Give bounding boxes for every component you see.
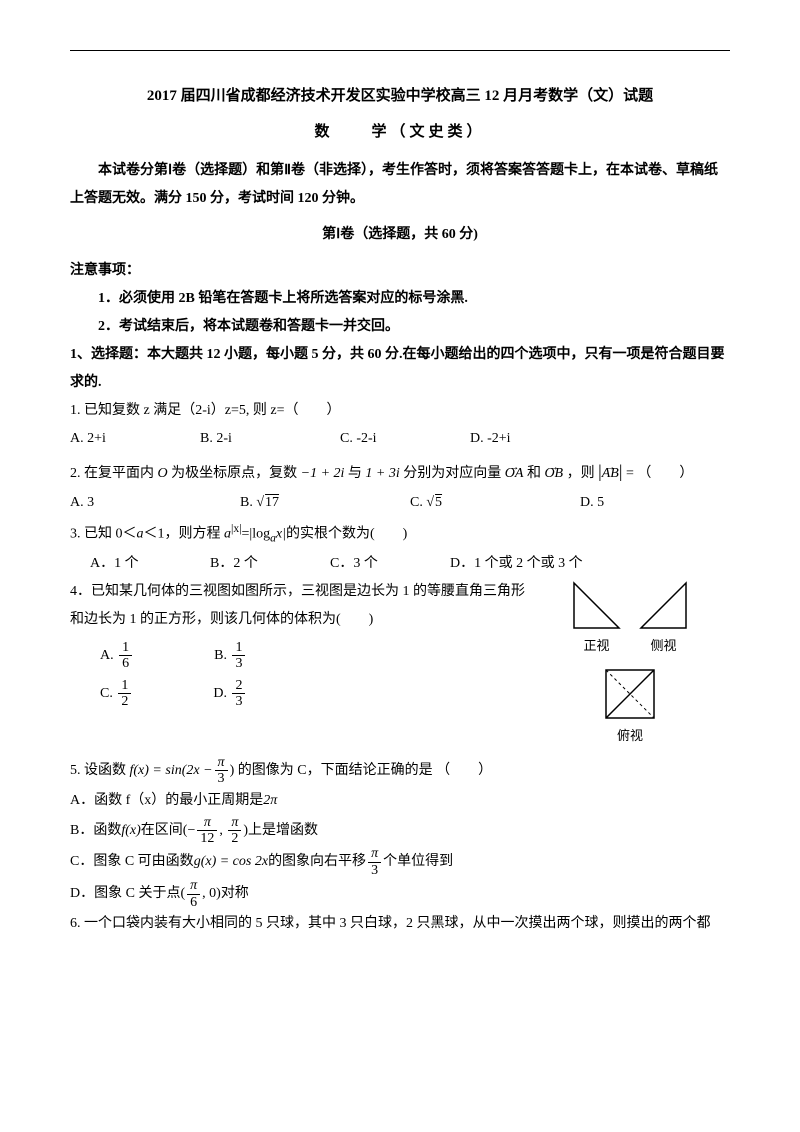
q4-opt-c: C. 12 — [100, 678, 133, 710]
q1-opt-d: D. -2+i — [470, 425, 511, 453]
top-rule — [70, 50, 730, 51]
q2-options: A. 3 B. √17 C. √5 D. 5 — [70, 489, 730, 517]
q2-opt-d: D. 5 — [580, 489, 604, 517]
q3-opt-c: C．3 个 — [330, 550, 450, 578]
notice-item-1: 1．必须使用 2B 铅笔在答题卡上将所选答案对应的标号涂黑. — [70, 285, 730, 313]
q3-opt-a: A．1 个 — [90, 550, 210, 578]
q2-mid4: ，则 — [567, 466, 595, 481]
q4-opts-row1: A. 16 B. 13 — [100, 640, 530, 672]
q3-options: A．1 个 B．2 个 C．3 个 D．1 个或 2 个或 3 个 — [90, 550, 730, 578]
q5-opt-c: C．图象 C 可由函数g(x) = cos 2x的图象向右平移π3个单位得到 — [70, 846, 730, 878]
q2-opt-b: B. √17 — [240, 489, 410, 517]
q3-opt-b: B．2 个 — [210, 550, 330, 578]
q4-row: 4．已知某几何体的三视图如图所示，三视图是边长为 1 的等腰直角三角形和边长为 … — [70, 578, 730, 755]
q3-text: 3. 已知 0＜a＜1，则方程 a|x|=|logax|的实根个数为( ) — [70, 517, 730, 550]
q2-mid2: 与 — [348, 466, 362, 481]
q5-opt-a: A．函数 f（x）的最小正周期是2π — [70, 787, 730, 815]
q2-abs-r: | — [619, 461, 623, 481]
q2-mid1: 为极坐标原点，复数 — [171, 466, 297, 481]
q1-opt-c: C. -2-i — [340, 425, 470, 453]
q1-opt-a: A. 2+i — [70, 425, 200, 453]
q2-c2: 1 + 3i — [365, 466, 399, 481]
notice-heading: 注意事项： — [70, 257, 730, 285]
side-view: 侧视 — [636, 578, 691, 659]
q1-text: 1. 已知复数 z 满足（2-i）z=5, 则 z=（ ） — [70, 397, 730, 425]
front-view: 正视 — [569, 578, 624, 659]
q5-opt-d: D．图象 C 关于点(π6, 0)对称 — [70, 878, 730, 910]
q5-text: 5. 设函数 f(x) = sin(2x −π3) 的图像为 C，下面结论正确的… — [70, 755, 730, 787]
section-mcq: 1、选择题：本大题共 12 小题，每小题 5 分，共 60 分.在每小题给出的四… — [70, 341, 730, 397]
q5-opt-b: B．函数f(x)在区间(−π12, π2)上是增函数 — [70, 815, 730, 847]
q4-opt-b: B. 13 — [214, 640, 247, 672]
q4-opts-row2: C. 12 D. 23 — [100, 678, 530, 710]
q2-eq: = （ ） — [626, 466, 693, 481]
q6-text: 6. 一个口袋内装有大小相同的 5 只球，其中 3 只白球，2 只黑球，从中一次… — [70, 910, 730, 938]
q2-vec-oa: →OA — [505, 466, 524, 481]
q2-mid3: 分别为对应向量 — [403, 466, 501, 481]
q3-opt-d: D．1 个或 2 个或 3 个 — [450, 550, 583, 578]
q2-opt-a: A. 3 — [70, 489, 240, 517]
q2-and: 和 — [527, 466, 541, 481]
q2-vec-ob: →OB — [544, 466, 563, 481]
q4-opt-a: A. 16 — [100, 640, 134, 672]
exam-subtitle: 数 学（文史类） — [70, 117, 730, 147]
top-view: 俯视 — [601, 665, 659, 749]
q2-text: 2. 在复平面内 O 为极坐标原点，复数 −1 + 2i 与 1 + 3i 分别… — [70, 453, 730, 489]
part1-title: 第Ⅰ卷（选择题，共 60 分) — [70, 221, 730, 249]
intro-paragraph: 本试卷分第Ⅰ卷（选择题）和第Ⅱ卷（非选择），考生作答时，须将答案答答题卡上，在本… — [70, 157, 730, 213]
notice-item-2: 2．考试结束后，将本试题卷和答题卡一并交回。 — [70, 313, 730, 341]
q2-vec-ab: →AB — [602, 466, 619, 481]
q4-opt-d: D. 23 — [213, 678, 247, 710]
q2-pre: 2. 在复平面内 — [70, 466, 154, 481]
q4-diagrams: 正视 侧视 俯视 — [530, 578, 730, 755]
q4-text: 4．已知某几何体的三视图如图所示，三视图是边长为 1 的等腰直角三角形和边长为 … — [70, 578, 530, 634]
q1-opt-b: B. 2-i — [200, 425, 340, 453]
q2-o: O — [158, 466, 168, 481]
q1-options: A. 2+i B. 2-i C. -2-i D. -2+i — [70, 425, 730, 453]
q2-opt-c: C. √5 — [410, 489, 580, 517]
q2-c1: −1 + 2i — [301, 466, 345, 481]
exam-title: 2017 届四川省成都经济技术开发区实验中学校高三 12 月月考数学（文）试题 — [70, 81, 730, 111]
